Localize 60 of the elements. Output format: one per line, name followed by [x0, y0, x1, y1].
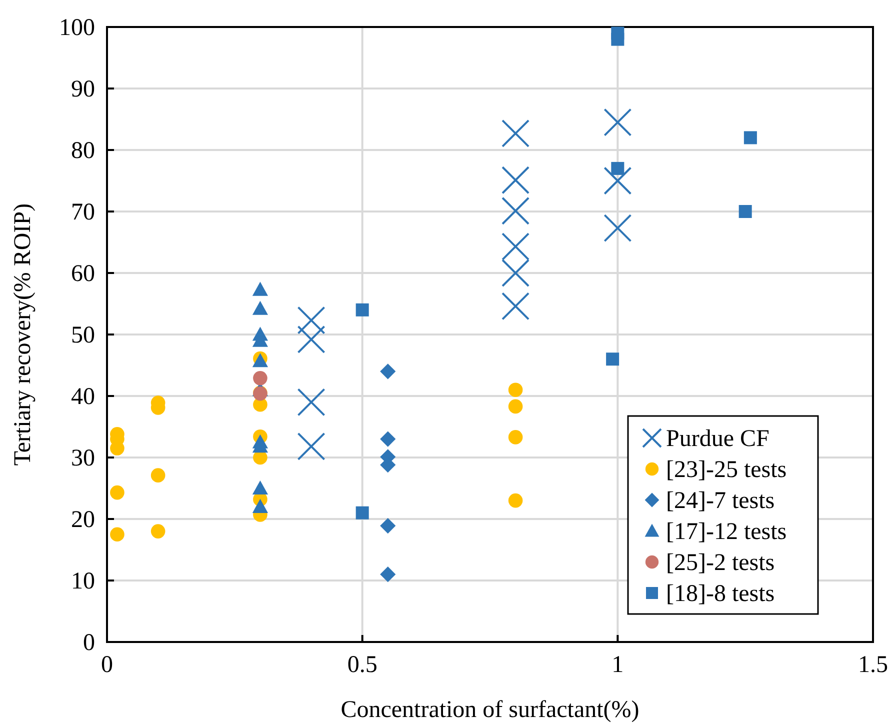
point [150, 524, 166, 538]
y-tick-label: 40 [71, 384, 95, 410]
point [297, 325, 326, 354]
y-tick-label: 20 [71, 507, 95, 533]
point [502, 232, 530, 261]
y-tick-label: 30 [71, 446, 95, 472]
point [110, 485, 124, 500]
legend-label: [23]-25 tests [666, 457, 787, 483]
point [508, 399, 523, 414]
point [252, 282, 268, 296]
point [744, 131, 757, 144]
point [508, 493, 523, 508]
point [356, 506, 369, 520]
point [297, 388, 326, 416]
legend-label: [18]-8 tests [666, 581, 775, 607]
point [380, 431, 396, 447]
point [604, 108, 632, 136]
point [508, 382, 523, 397]
y-axis-title: Tertiary recovery(% ROIP) [10, 203, 36, 466]
point [380, 518, 396, 534]
x-tick-label: 1.5 [858, 652, 888, 678]
point [380, 566, 396, 582]
y-tick-label: 10 [71, 568, 95, 594]
y-tick-label: 0 [83, 630, 95, 656]
point [150, 468, 166, 482]
point [502, 292, 530, 320]
point [502, 166, 530, 194]
legend-label: [24]-7 tests [666, 488, 775, 514]
y-tick-label: 70 [71, 200, 95, 226]
x-tick-label: 0 [101, 652, 113, 678]
point [252, 300, 268, 315]
point [253, 371, 268, 386]
x-tick-label: 0.5 [347, 652, 378, 678]
point [738, 205, 752, 218]
point [297, 306, 326, 334]
point [502, 196, 530, 225]
x-tick-label: 1 [612, 652, 624, 678]
legend-label: Purdue CF [666, 426, 770, 452]
point [611, 32, 624, 46]
point [110, 527, 124, 542]
y-tick-label: 100 [59, 15, 95, 41]
point [604, 214, 632, 242]
point [297, 432, 326, 460]
point [502, 119, 530, 148]
y-tick-label: 50 [71, 322, 95, 348]
point [502, 259, 530, 287]
point [380, 364, 396, 380]
point [356, 303, 369, 316]
legend-label: [25]-2 tests [666, 550, 775, 576]
point [611, 162, 624, 175]
point [604, 166, 632, 195]
point [252, 480, 268, 494]
y-tick-label: 90 [71, 76, 95, 102]
point [508, 430, 523, 444]
y-tick-label: 60 [71, 261, 95, 287]
y-tick-label: 80 [71, 138, 95, 164]
point [252, 498, 268, 513]
legend-label: [17]-12 tests [666, 519, 787, 545]
x-axis-title: Concentration of surfactant(%) [340, 697, 640, 723]
point [606, 352, 620, 366]
